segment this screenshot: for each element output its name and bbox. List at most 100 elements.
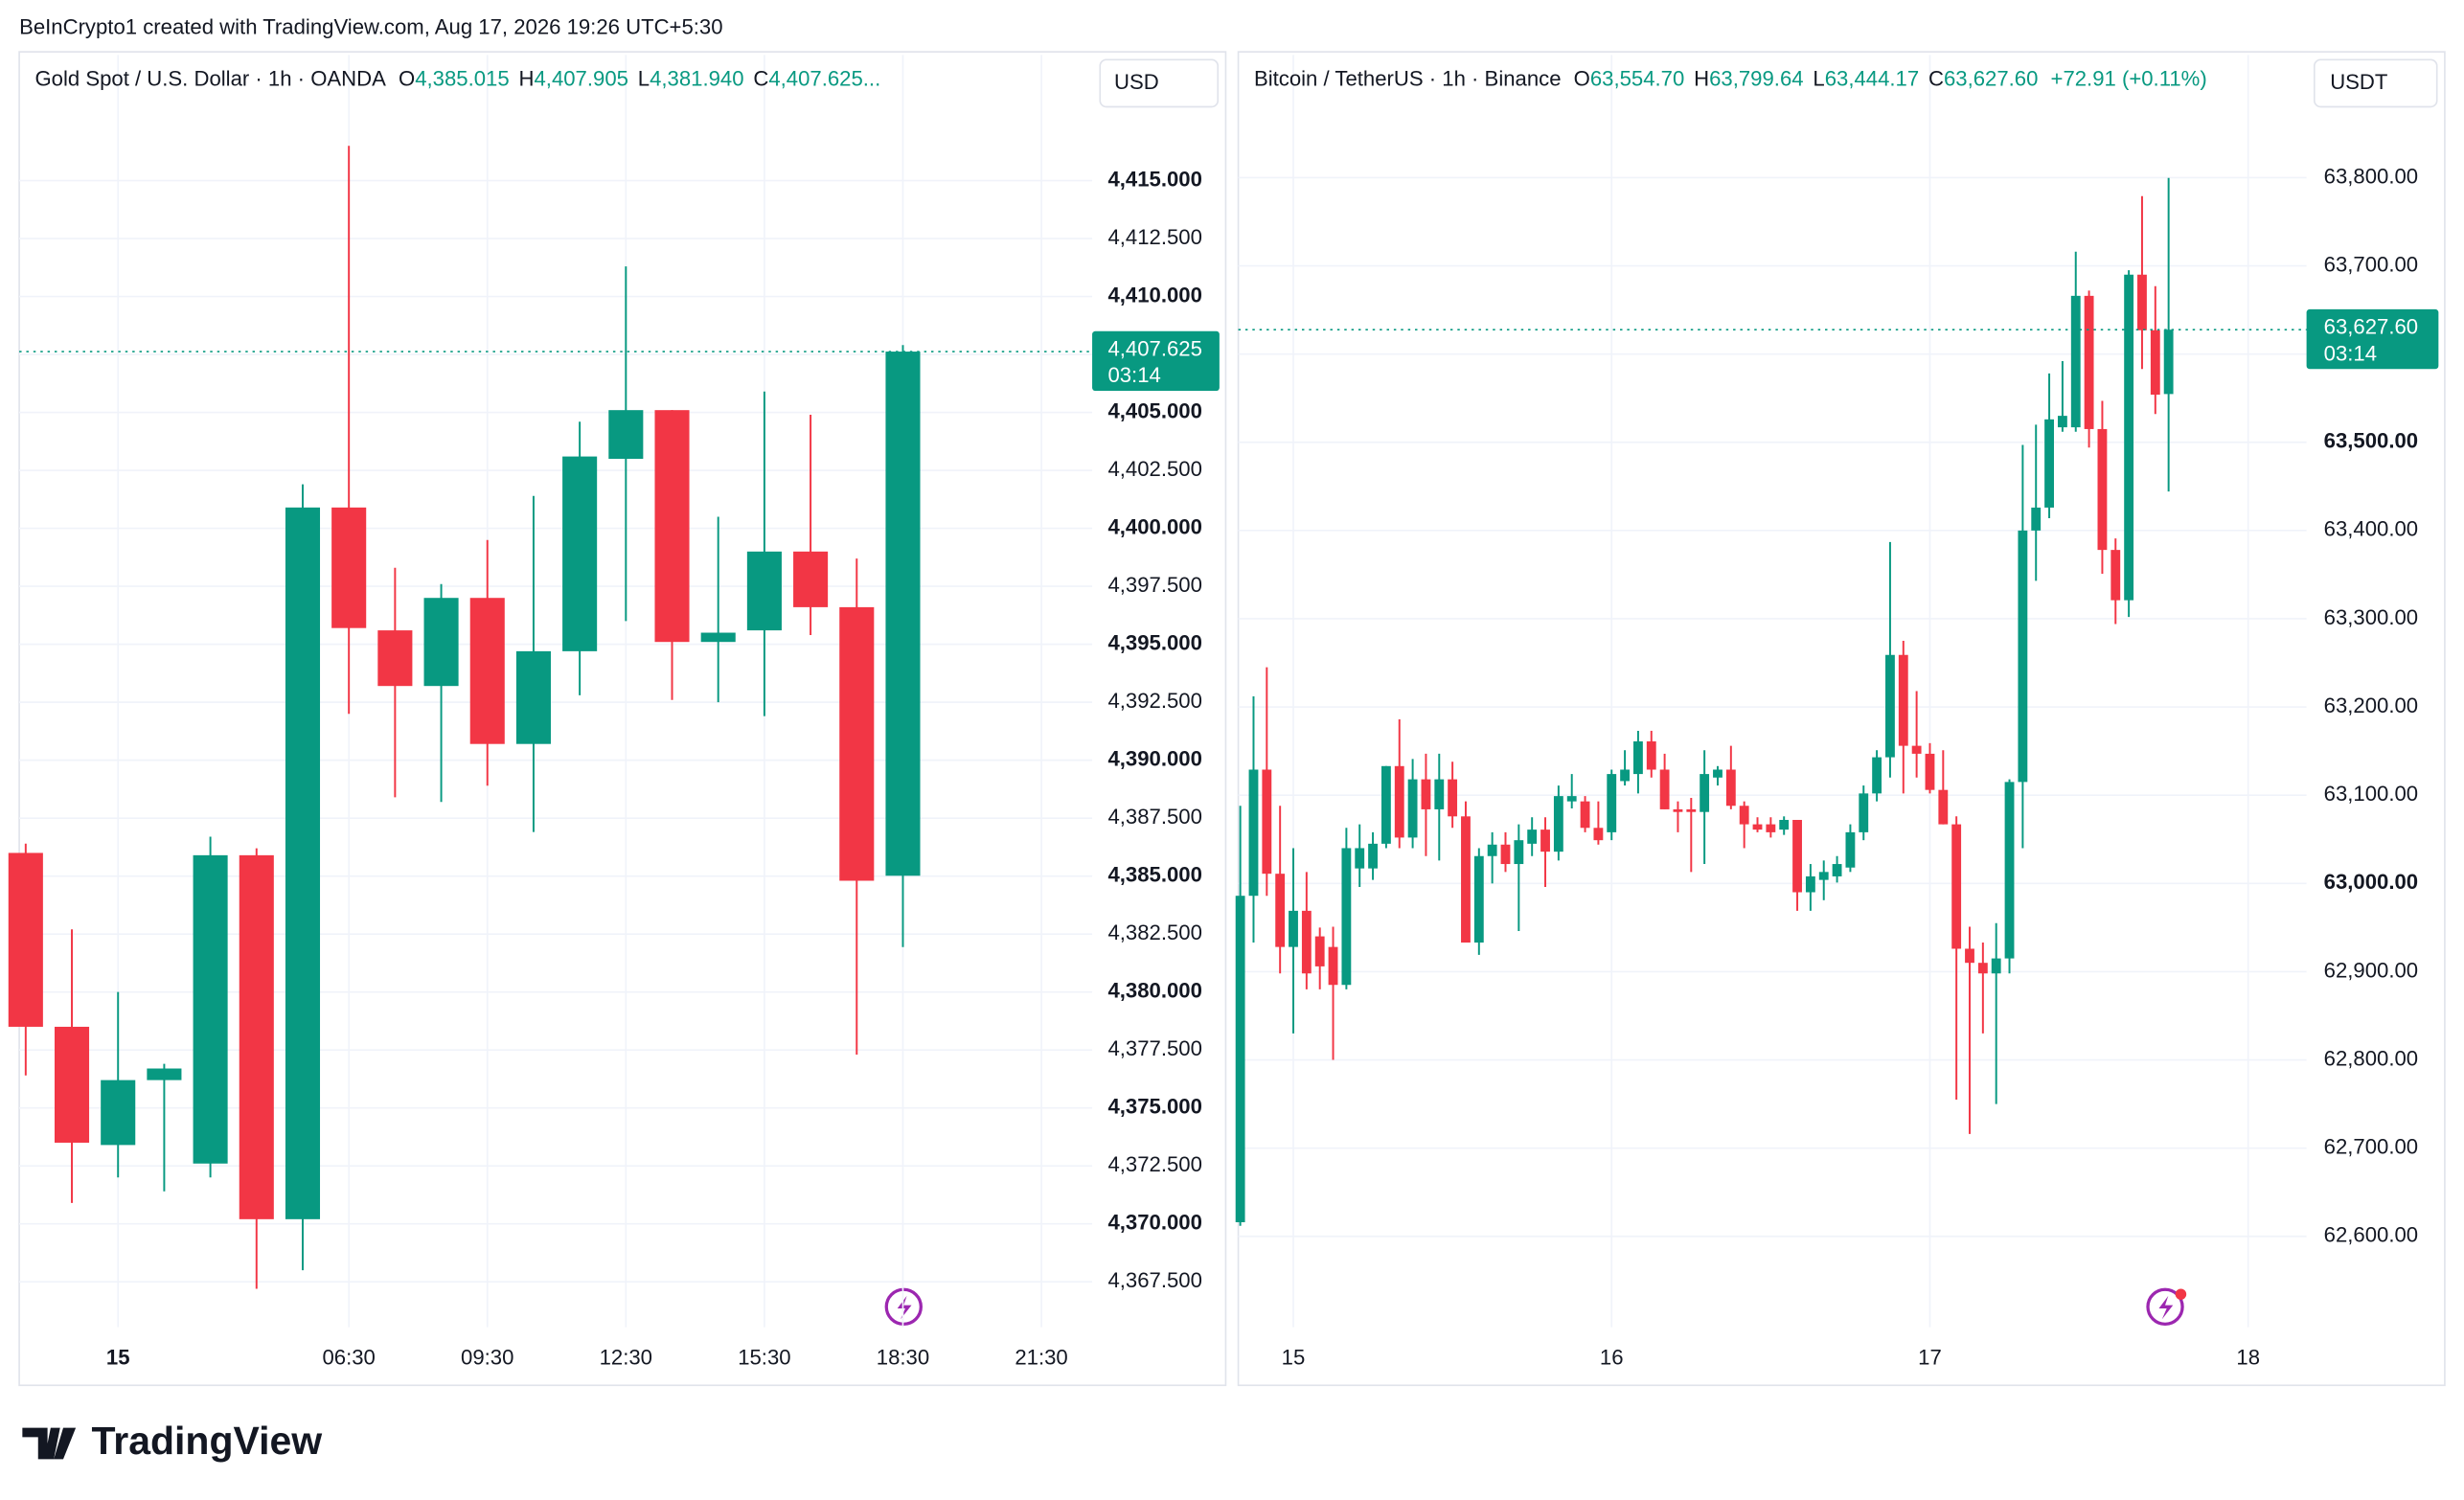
candle bbox=[1713, 765, 1723, 786]
price-label: 4,407.625 bbox=[1107, 336, 1201, 360]
currency-box bbox=[2313, 58, 2438, 108]
candle bbox=[2150, 285, 2160, 415]
candle-body bbox=[2110, 550, 2121, 601]
y-tick-label: 4,382.500 bbox=[1107, 920, 1201, 944]
candle-body bbox=[1766, 824, 1776, 832]
candle-body bbox=[1275, 874, 1286, 947]
candle bbox=[2018, 444, 2028, 849]
candle bbox=[1248, 696, 1259, 943]
candle-body bbox=[1898, 654, 1908, 746]
candle-body bbox=[608, 410, 644, 459]
y-tick-label: 63,500.00 bbox=[2324, 429, 2418, 453]
candle bbox=[8, 843, 43, 1076]
y-tick-label: 62,600.00 bbox=[2324, 1223, 2418, 1247]
candle-body bbox=[1328, 946, 1338, 986]
candle-body bbox=[2018, 530, 2028, 783]
y-tick-label: 62,900.00 bbox=[2324, 958, 2418, 982]
candle-body bbox=[1434, 779, 1445, 809]
countdown: 03:14 bbox=[2324, 341, 2377, 365]
candle-body bbox=[1965, 948, 1974, 964]
candle bbox=[1752, 817, 1763, 832]
y-tick-label: 4,387.500 bbox=[1107, 805, 1201, 829]
candle bbox=[1514, 824, 1524, 932]
candle-body bbox=[1500, 844, 1511, 865]
x-tick-label: 18:30 bbox=[877, 1345, 929, 1369]
candle-body bbox=[2044, 419, 2054, 508]
candle bbox=[1341, 828, 1352, 989]
x-tick-label: 17 bbox=[1918, 1345, 1942, 1369]
icon-bolt bbox=[2158, 1295, 2174, 1320]
candle-body bbox=[1739, 806, 1749, 825]
candle bbox=[1301, 872, 1312, 989]
candle bbox=[839, 558, 875, 1056]
legend-symbol: Gold Spot / U.S. Dollar · 1h · OANDA bbox=[34, 66, 386, 90]
candle bbox=[1885, 541, 1895, 778]
y-tick-label: 4,367.500 bbox=[1107, 1268, 1201, 1292]
candle-body bbox=[1951, 824, 1962, 949]
y-tick-label: 4,415.000 bbox=[1107, 167, 1201, 191]
candle-body bbox=[147, 1068, 182, 1080]
candle bbox=[1633, 730, 1643, 794]
candle bbox=[1289, 848, 1298, 1034]
candle-body bbox=[1805, 875, 1815, 893]
candle-body bbox=[2031, 507, 2042, 531]
attribution: BeInCrypto1 created with TradingView.com… bbox=[19, 14, 722, 38]
candle bbox=[1368, 831, 1378, 880]
candle-body bbox=[1368, 843, 1378, 869]
candle-body bbox=[839, 606, 875, 881]
candle-body bbox=[2163, 330, 2174, 395]
candle bbox=[562, 421, 598, 695]
candle bbox=[2084, 290, 2094, 448]
candle-body bbox=[1713, 769, 1723, 778]
legend-value: 4,381.940 bbox=[650, 66, 743, 90]
candle bbox=[1328, 926, 1338, 1060]
candle bbox=[608, 266, 644, 622]
candle bbox=[1593, 801, 1604, 845]
candle bbox=[2110, 538, 2121, 625]
candle-body bbox=[1394, 765, 1404, 838]
candle-body bbox=[1646, 741, 1656, 770]
candle-body bbox=[746, 551, 782, 631]
candle bbox=[285, 484, 321, 1271]
candle-body bbox=[1341, 848, 1352, 986]
candle bbox=[1235, 806, 1245, 1226]
candle bbox=[1792, 819, 1802, 911]
candle bbox=[1607, 769, 1617, 841]
candle-body bbox=[1580, 801, 1590, 829]
currency-label: USD bbox=[1114, 70, 1159, 94]
y-tick-label: 63,000.00 bbox=[2324, 870, 2418, 894]
candle-body bbox=[1473, 855, 1484, 943]
candle bbox=[1540, 817, 1550, 887]
candle-body bbox=[8, 852, 43, 1027]
candle bbox=[2137, 195, 2147, 370]
candle-body bbox=[1355, 848, 1365, 869]
candle-body bbox=[331, 507, 367, 628]
candle bbox=[2057, 361, 2067, 432]
candle bbox=[1991, 922, 2001, 1104]
legend-key: H bbox=[519, 66, 535, 90]
candle bbox=[1566, 774, 1577, 809]
candle-body bbox=[1885, 654, 1895, 758]
candle-body bbox=[285, 507, 321, 1219]
candle-body bbox=[562, 456, 598, 651]
candle-body bbox=[1752, 824, 1763, 830]
candle bbox=[1911, 691, 1922, 778]
candle-body bbox=[1289, 910, 1298, 947]
candle-body bbox=[1818, 872, 1829, 880]
y-tick-label: 4,405.000 bbox=[1107, 398, 1201, 422]
x-tick-label: 12:30 bbox=[600, 1345, 652, 1369]
candle bbox=[1473, 848, 1484, 955]
candle-body bbox=[1566, 796, 1577, 802]
legend: Gold Spot / U.S. Dollar · 1h · OANDA O4,3… bbox=[34, 66, 880, 90]
candle-body bbox=[654, 410, 690, 643]
y-tick-label: 4,385.000 bbox=[1107, 862, 1201, 886]
candle bbox=[1686, 797, 1697, 873]
candle-body bbox=[2057, 416, 2067, 428]
price-label-box bbox=[2306, 308, 2439, 370]
y-tick-label: 4,397.500 bbox=[1107, 573, 1201, 597]
y-tick-label: 4,370.000 bbox=[1107, 1211, 1201, 1235]
candle bbox=[1646, 730, 1656, 778]
candle-body bbox=[1832, 864, 1842, 876]
